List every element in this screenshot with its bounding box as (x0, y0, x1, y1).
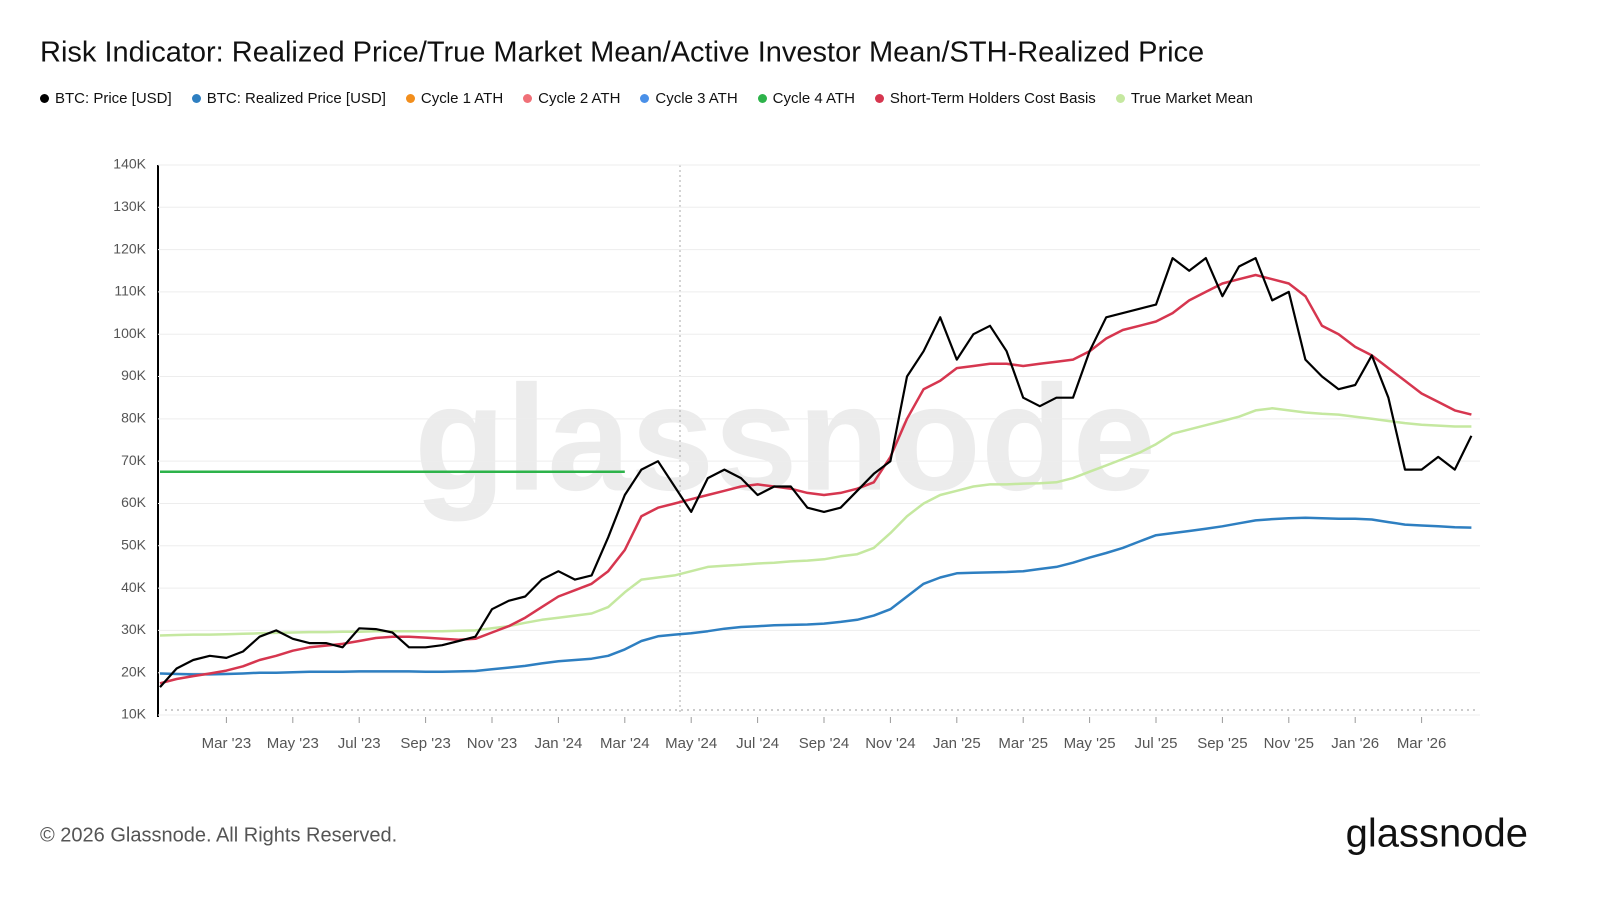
series-line (159, 516, 1472, 676)
x-tick-label: May '24 (665, 735, 717, 752)
legend: BTC: Price [USD] BTC: Realized Price [USD… (40, 90, 1253, 107)
x-tick-label: Jul '24 (736, 735, 779, 752)
series-line (159, 407, 1472, 637)
y-tick-label: 120K (113, 240, 146, 256)
grid (158, 164, 1480, 716)
x-tick-label: May '23 (267, 735, 319, 752)
x-tick-label: Jan '25 (933, 735, 981, 752)
x-tick-label: Nov '24 (865, 735, 915, 752)
watermark: glassnode (414, 354, 1156, 522)
y-tick-label: 100K (113, 325, 146, 341)
y-tick-label: 10K (121, 706, 147, 722)
y-tick-label: 130K (113, 198, 146, 214)
legend-item[interactable]: BTC: Realized Price [USD] (191, 90, 386, 107)
legend-label: Cycle 3 ATH (655, 90, 738, 107)
series-line (159, 273, 1472, 685)
y-tick-label: 50K (121, 536, 147, 552)
x-tick-label: Jan '26 (1331, 735, 1379, 752)
legend-label: Cycle 2 ATH (538, 90, 621, 107)
y-tick-label: 30K (121, 621, 147, 637)
y-tick-label: 80K (121, 410, 147, 426)
series-line (159, 257, 1473, 688)
chart-title: Risk Indicator: Realized Price/True Mark… (40, 37, 1204, 69)
x-tick-label: Mar '23 (202, 735, 252, 752)
legend-item[interactable]: BTC: Price [USD] (40, 90, 172, 107)
legend-item[interactable]: Cycle 2 ATH (523, 90, 620, 107)
x-tick-label: Jan '24 (534, 735, 582, 752)
legend-label: BTC: Price [USD] (55, 90, 172, 107)
x-tick-label: Sep '24 (799, 735, 849, 752)
x-tick-label: Jul '25 (1135, 735, 1178, 752)
y-tick-label: 140K (113, 156, 146, 172)
legend-swatch (640, 94, 650, 103)
legend-item[interactable]: Cycle 3 ATH (640, 90, 738, 107)
legend-swatch (405, 94, 415, 103)
y-tick-label: 40K (121, 579, 147, 595)
legend-swatch (40, 94, 49, 103)
x-tick-label: May '25 (1064, 735, 1116, 752)
legend-swatch (1115, 94, 1125, 103)
y-tick-label: 70K (121, 452, 147, 468)
legend-label: BTC: Realized Price [USD] (206, 90, 386, 107)
x-tick-label: Nov '25 (1264, 735, 1314, 752)
footer: © 2026 Glassnode. All Rights Reserved. (40, 824, 397, 846)
legend-item[interactable]: Cycle 4 ATH (757, 90, 855, 107)
y-tick-label: 20K (121, 663, 147, 679)
legend-item[interactable]: Short-Term Holders Cost Basis (874, 90, 1096, 107)
legend-swatch (523, 94, 533, 103)
x-tick-label: Nov '23 (467, 735, 517, 752)
legend-item[interactable]: Cycle 1 ATH (405, 90, 504, 107)
logo: glassnode (1346, 812, 1528, 856)
legend-label: Short-Term Holders Cost Basis (889, 90, 1096, 107)
legend-swatch (191, 94, 201, 103)
y-tick-label: 90K (121, 367, 147, 383)
x-tick-label: Sep '23 (400, 735, 450, 752)
legend-label: Cycle 1 ATH (420, 90, 504, 107)
legend-swatch (757, 94, 767, 103)
legend-label: Cycle 4 ATH (772, 90, 855, 107)
x-tick-label: Sep '25 (1197, 735, 1247, 752)
legend-label: True Market Mean (1130, 90, 1253, 107)
x-tick-label: Jul '23 (338, 735, 381, 752)
legend-swatch (874, 94, 884, 103)
legend-item[interactable]: True Market Mean (1115, 90, 1253, 107)
y-tick-label: 60K (121, 494, 147, 510)
x-tick-label: Mar '24 (600, 735, 650, 752)
x-tick-label: Mar '26 (1397, 735, 1447, 752)
x-tick-label: Mar '25 (998, 735, 1048, 752)
y-tick-label: 110K (114, 283, 146, 299)
